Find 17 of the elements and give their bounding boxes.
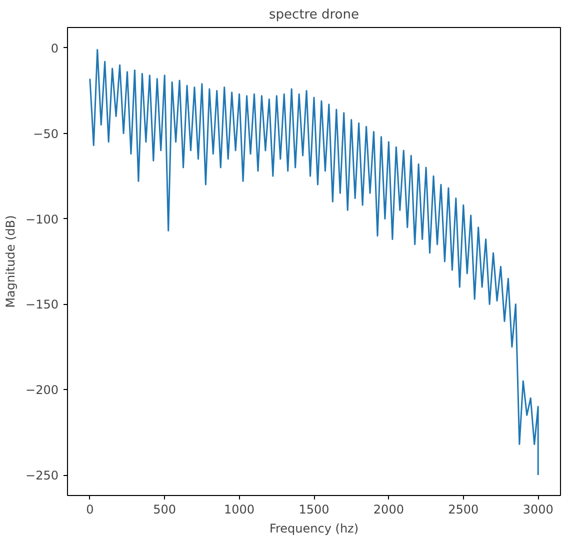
x-tick-label: 2500 — [448, 502, 479, 516]
y-tick-label: 0 — [50, 41, 59, 56]
x-axis-title: Frequency (hz) — [269, 522, 359, 536]
y-tick-label: −250 — [26, 468, 59, 483]
x-tick-label: 1000 — [224, 502, 255, 516]
x-tick-label: 0 — [86, 502, 94, 516]
y-axis-title: Magnitude (dB) — [4, 215, 18, 308]
x-tick-label: 500 — [153, 502, 176, 516]
y-tick-label: −100 — [26, 212, 59, 226]
x-tick-label: 1500 — [298, 502, 330, 516]
y-tick-label: −200 — [26, 383, 59, 398]
line-series — [89, 48, 539, 476]
chart-title: spectre drone — [269, 8, 359, 22]
y-tick-label: −50 — [33, 126, 59, 141]
y-tick-label: −150 — [26, 298, 59, 312]
x-tick-label: 3000 — [522, 502, 554, 516]
x-tick-label: 2000 — [373, 502, 404, 516]
